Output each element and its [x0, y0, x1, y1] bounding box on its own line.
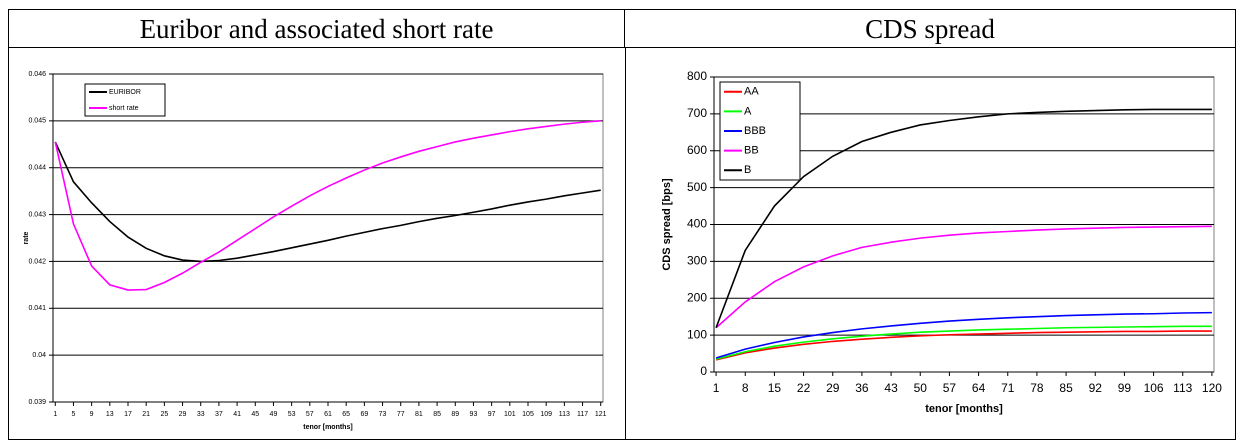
- x-tick-label: 53: [288, 411, 296, 418]
- x-tick-label: 25: [160, 411, 168, 418]
- x-tick-label: 77: [397, 411, 405, 418]
- series-line: [715, 311, 1212, 359]
- table: Euribor and associated short rate CDS sp…: [8, 9, 1236, 440]
- x-tick-label: 101: [504, 411, 516, 418]
- y-tick-label: 100: [687, 327, 707, 341]
- x-axis-label: tenor [months]: [303, 424, 352, 431]
- x-tick-label: 85: [1059, 381, 1073, 395]
- y-axis-label: rate: [23, 231, 30, 244]
- x-tick-label: 93: [470, 411, 478, 418]
- x-tick-label: 121: [595, 411, 607, 418]
- x-tick-label: 1: [53, 411, 57, 418]
- x-tick-label: 117: [577, 411, 588, 418]
- x-tick-label: 97: [488, 411, 496, 418]
- y-tick-label: 0.043: [28, 211, 46, 218]
- x-tick-label: 71: [1001, 381, 1015, 395]
- y-tick-label: 600: [687, 143, 707, 157]
- legend-label: B: [744, 164, 751, 176]
- legend-label: EURIBOR: [109, 89, 141, 96]
- cell-divider: [625, 48, 626, 440]
- x-tick-label: 22: [797, 381, 811, 395]
- y-tick-label: 0.042: [28, 258, 46, 265]
- x-tick-label: 15: [768, 381, 782, 395]
- y-tick-label: 0.041: [28, 305, 46, 312]
- x-tick-label: 49: [270, 411, 278, 418]
- x-tick-label: 5: [72, 411, 76, 418]
- x-tick-label: 29: [826, 381, 840, 395]
- series-line: [54, 120, 601, 291]
- x-tick-label: 81: [415, 411, 423, 418]
- x-tick-label: 69: [360, 411, 368, 418]
- x-tick-label: 9: [90, 411, 94, 418]
- y-tick-label: 0.046: [28, 71, 46, 78]
- x-tick-label: 36: [855, 381, 869, 395]
- y-tick-label: 700: [687, 106, 707, 120]
- x-tick-label: 113: [559, 411, 570, 418]
- legend-label: AA: [744, 86, 759, 98]
- series-line: [715, 330, 1212, 361]
- x-tick-label: 29: [179, 411, 187, 418]
- plot-area: [52, 73, 604, 403]
- x-tick-label: 33: [197, 411, 205, 418]
- legend-label: BBB: [744, 125, 766, 137]
- x-tick-label: 45: [251, 411, 259, 418]
- x-tick-label: 120: [1202, 381, 1222, 395]
- x-tick-label: 106: [1144, 381, 1164, 395]
- y-tick-label: 200: [687, 290, 707, 304]
- legend-label: A: [744, 105, 752, 117]
- x-tick-label: 85: [433, 411, 441, 418]
- y-axis-label: CDS spread [bps]: [661, 178, 673, 271]
- x-tick-label: 8: [742, 381, 749, 395]
- x-tick-label: 50: [914, 381, 928, 395]
- header-cell: Euribor and associated short rate: [9, 10, 625, 48]
- series-line: [54, 141, 601, 263]
- x-tick-label: 99: [1118, 381, 1132, 395]
- x-tick-label: 1: [713, 381, 720, 395]
- y-tick-label: 800: [687, 69, 707, 83]
- x-tick-label: 92: [1089, 381, 1103, 395]
- x-tick-label: 61: [324, 411, 332, 418]
- x-tick-label: 113: [1173, 381, 1192, 395]
- x-tick-label: 57: [306, 411, 314, 418]
- legend-label: short rate: [109, 105, 139, 112]
- series-line: [715, 325, 1212, 360]
- x-tick-label: 109: [540, 411, 552, 418]
- legend-box: [84, 83, 166, 117]
- x-tick-label: 64: [972, 381, 986, 395]
- legend-label: BB: [744, 145, 759, 157]
- y-tick-label: 0: [700, 364, 707, 378]
- y-tick-label: 0.039: [28, 399, 46, 406]
- series-line: [715, 108, 1212, 329]
- x-tick-label: 21: [142, 411, 150, 418]
- y-tick-label: 500: [687, 180, 707, 194]
- x-axis-label: tenor [months]: [925, 403, 1003, 415]
- x-tick-label: 37: [215, 411, 223, 418]
- x-tick-label: 43: [884, 381, 898, 395]
- y-tick-label: 0.044: [28, 165, 46, 172]
- x-tick-label: 105: [522, 411, 534, 418]
- y-tick-label: 400: [687, 217, 707, 231]
- x-tick-label: 73: [379, 411, 387, 418]
- x-tick-label: 17: [124, 411, 132, 418]
- series-line: [715, 225, 1212, 329]
- y-tick-label: 300: [687, 254, 707, 268]
- x-tick-label: 65: [342, 411, 350, 418]
- y-tick-label: 0.04: [32, 352, 46, 359]
- x-tick-label: 13: [106, 411, 114, 418]
- y-tick-label: 0.045: [28, 118, 46, 125]
- x-tick-label: 41: [233, 411, 241, 418]
- x-tick-label: 78: [1030, 381, 1044, 395]
- x-tick-label: 57: [943, 381, 957, 395]
- x-tick-label: 89: [451, 411, 459, 418]
- header-cell: CDS spread: [625, 10, 1235, 48]
